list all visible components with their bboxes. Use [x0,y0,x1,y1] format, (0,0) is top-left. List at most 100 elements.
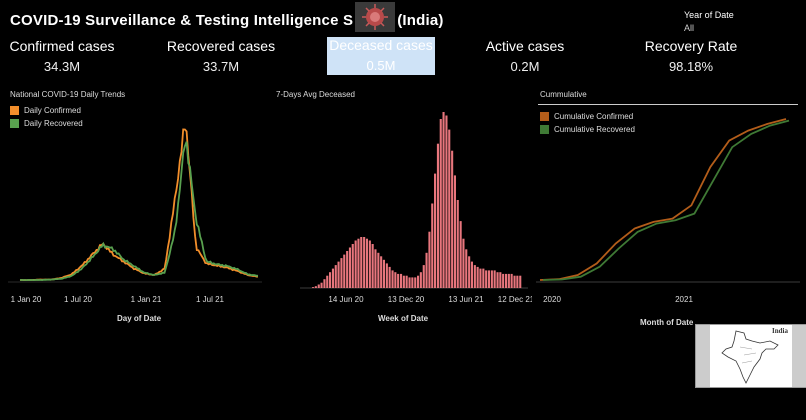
series-line-cum-confirmed[interactable] [539,118,787,281]
deceased-bar[interactable] [397,273,400,288]
kpi-recovered[interactable]: Recovered cases 33.7M [166,38,276,74]
kpi-recovery-rate[interactable]: Recovery Rate 98.18% [636,38,746,74]
year-filter[interactable]: Year of Date All [684,10,734,33]
deceased-bar[interactable] [431,203,434,289]
deceased-bar[interactable] [414,277,417,288]
x-tick-label: 14 Jun 20 [328,295,364,304]
deceased-bar[interactable] [405,275,408,288]
deceased-bar[interactable] [334,265,337,288]
deceased-bar[interactable] [368,240,371,289]
deceased-bar[interactable] [374,249,377,288]
series-line-cum-recovered[interactable] [542,119,790,281]
deceased-bar[interactable] [519,275,522,288]
deceased-bar[interactable] [365,238,368,288]
deceased-bar[interactable] [493,270,496,288]
deceased-bar[interactable] [402,275,405,288]
deceased-bar[interactable] [487,270,490,288]
legend-item-cum-confirmed[interactable]: Cumulative Confirmed [540,112,635,121]
deceased-bar[interactable] [428,231,431,288]
series-line-confirmed[interactable] [19,128,258,282]
deceased-chart[interactable]: 14 Jun 20 13 Dec 20 13 Jun 21 12 Dec 21 [270,100,532,310]
daily-chart-title: National COVID-19 Daily Trends [10,90,126,99]
deceased-bar[interactable] [499,272,502,288]
deceased-bar[interactable] [377,252,380,288]
deceased-bar[interactable] [451,150,454,288]
deceased-bar[interactable] [351,244,354,288]
deceased-bar[interactable] [516,275,519,288]
deceased-bar[interactable] [357,238,360,288]
deceased-bar[interactable] [371,244,374,288]
deceased-bar[interactable] [425,252,428,288]
deceased-bar[interactable] [400,273,403,288]
deceased-bar[interactable] [312,287,315,288]
deceased-bar[interactable] [442,112,445,288]
deceased-bar[interactable] [490,270,493,288]
deceased-bar[interactable] [439,119,442,288]
deceased-bar[interactable] [385,263,388,288]
deceased-bar[interactable] [331,268,334,288]
deceased-bar[interactable] [436,143,439,288]
deceased-bar[interactable] [411,277,414,288]
deceased-bar[interactable] [394,272,397,288]
india-map[interactable]: India [695,324,806,388]
x-tick-label: 13 Dec 20 [388,295,425,304]
daily-trends-chart[interactable]: 1 Jan 20 1 Jul 20 1 Jan 21 1 Jul 21 [0,100,270,310]
legend-item-confirmed[interactable]: Daily Confirmed [10,106,83,115]
deceased-bar[interactable] [456,200,459,288]
series-line-recovered[interactable] [19,141,259,282]
deceased-bar[interactable] [363,237,366,288]
deceased-bar[interactable] [340,258,343,288]
deceased-bar[interactable] [513,275,516,288]
deceased-bar[interactable] [485,270,488,288]
deceased-bar[interactable] [459,221,462,288]
deceased-bar[interactable] [346,251,349,288]
deceased-bar[interactable] [348,247,351,289]
deceased-bar[interactable] [434,173,437,288]
deceased-bar[interactable] [329,272,332,288]
deceased-bar[interactable] [388,266,391,288]
legend-item-cum-recovered[interactable]: Cumulative Recovered [540,125,635,134]
deceased-bar[interactable] [468,256,471,288]
deceased-bar[interactable] [470,261,473,288]
deceased-bar[interactable] [317,284,320,289]
deceased-bar[interactable] [473,265,476,288]
deceased-bar[interactable] [380,256,383,288]
deceased-bar[interactable] [337,261,340,288]
kpi-value: 0.2M [510,59,540,74]
deceased-bar[interactable] [510,273,513,288]
deceased-bar[interactable] [453,175,456,288]
deceased-bar[interactable] [505,273,508,288]
deceased-bar[interactable] [482,268,485,288]
deceased-bar[interactable] [408,277,411,288]
deceased-bar[interactable] [507,273,510,288]
map-side-right [792,325,806,387]
deceased-bar[interactable] [360,237,363,288]
deceased-bar[interactable] [391,270,394,288]
kpi-confirmed[interactable]: Confirmed cases 34.3M [7,38,117,74]
deceased-bar[interactable] [417,275,420,288]
deceased-bar[interactable] [320,282,323,288]
deceased-bar[interactable] [462,238,465,288]
legend-item-recovered[interactable]: Daily Recovered [10,119,83,128]
deceased-bar[interactable] [382,259,385,288]
deceased-bar[interactable] [476,266,479,288]
deceased-bar[interactable] [422,265,425,288]
deceased-bar[interactable] [496,272,499,288]
deceased-bar[interactable] [354,240,357,289]
deceased-bar[interactable] [445,115,448,289]
kpi-active[interactable]: Active cases 0.2M [470,38,580,74]
map-label: India [772,327,788,335]
deceased-bar[interactable] [343,254,346,288]
daily-x-axis-title: Day of Date [117,314,162,323]
deceased-bar[interactable] [465,249,468,288]
deceased-bar[interactable] [479,268,482,288]
kpi-deceased[interactable]: Deceased cases 0.5M [327,37,435,75]
deceased-bar[interactable] [502,273,505,288]
deceased-bar[interactable] [419,272,422,288]
deceased-bar[interactable] [314,286,317,288]
cumulative-chart[interactable]: 2020 2021 [532,100,806,310]
deceased-bar[interactable] [448,129,451,288]
deceased-bar[interactable] [326,275,329,288]
deceased-bar[interactable] [323,279,326,288]
filter-value[interactable]: All [684,23,695,33]
